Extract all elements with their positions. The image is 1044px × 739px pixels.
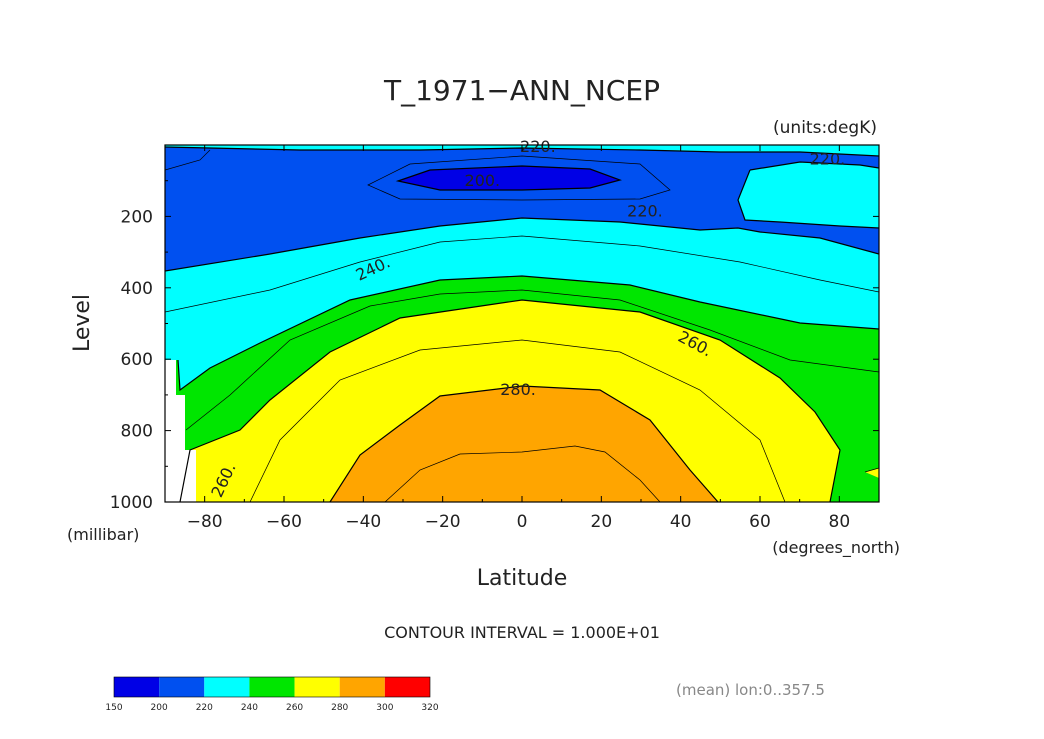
y-tick-label: 1000 [110, 493, 153, 513]
chart-title: T_1971−ANN_NCEP [383, 74, 660, 107]
y-axis-label: Level [70, 294, 95, 352]
colorbar-label: 300 [376, 703, 393, 713]
level-band-fill-210-220 [165, 145, 879, 271]
x-tick-label: 40 [670, 512, 692, 532]
y-tick-label: 600 [121, 350, 153, 370]
colorbar-frame [113, 676, 431, 698]
contour-line-230 [165, 235, 879, 313]
colorbar-label: 320 [421, 703, 438, 713]
contour-line-280 [329, 385, 719, 502]
y-axis: 200 400 600 800 1000 [110, 180, 879, 513]
contour-label: 220. [627, 201, 663, 220]
level-band-fill-upper-cyan [165, 145, 879, 156]
x-tick-label: 80 [829, 512, 851, 532]
x-tick-label: −80 [187, 512, 223, 532]
contour-line-left-edge [165, 149, 211, 171]
x-tick-label: 60 [749, 512, 771, 532]
colorbar-swatch [294, 677, 340, 697]
contour-line-250 [185, 289, 879, 431]
y-tick-label: 800 [121, 422, 153, 442]
contour-label: 220. [810, 150, 846, 169]
colorbar-label: 280 [331, 703, 348, 713]
colorbar-swatch [384, 677, 430, 697]
contour-line-240 [177, 275, 879, 392]
x-tick-label: 0 [517, 512, 528, 532]
x-tick-label: −20 [425, 512, 461, 532]
y-units-label: (millibar) [67, 525, 139, 544]
y-tick-label: 200 [121, 207, 153, 227]
contour-label: 200. [465, 171, 501, 190]
contour-line-270 [249, 339, 786, 502]
contour-label: 280. [500, 380, 536, 399]
contour-interval-label: CONTOUR INTERVAL = 1.000E+01 [384, 623, 660, 642]
level-band-fill-220-240-right [738, 162, 879, 228]
contour-line-220-right [737, 161, 879, 229]
contour-label: 220. [520, 137, 556, 156]
contour-line-220 [165, 146, 879, 157]
colorbar-label: 150 [105, 703, 122, 713]
level-band-fill-right-yellow-sliver [865, 468, 879, 478]
y-tick-label: 400 [121, 279, 153, 299]
contour-line-210 [367, 155, 671, 201]
units-label: (units:degK) [773, 118, 877, 138]
contour-line-200 [395, 165, 622, 191]
contour-line-290 [384, 445, 661, 502]
colorbar-label: 260 [286, 703, 303, 713]
x-units-label: (degrees_north) [772, 538, 900, 558]
level-band-fill-280-290 [330, 386, 718, 502]
contour-line-260 [179, 299, 841, 502]
colorbar-label: 240 [241, 703, 258, 713]
missing-data-region [165, 360, 196, 502]
contour-lines [165, 146, 879, 502]
contour-line-220-lower [165, 217, 879, 272]
colorbar-swatch [159, 677, 205, 697]
x-axis-label: Latitude [477, 566, 568, 591]
x-tick-label: −40 [345, 512, 381, 532]
colorbar-swatch [114, 677, 160, 697]
colorbar-swatch [204, 677, 250, 697]
colorbar: 150 200 220 240 260 280 300 320 [105, 676, 439, 713]
plot-area: 220.200.220.220.240.260.280.260. −80 −60−… [110, 137, 880, 532]
colorbar-label: 200 [151, 703, 168, 713]
colorbar-label: 220 [196, 703, 213, 713]
colorbar-swatch [249, 677, 295, 697]
x-tick-label: −60 [266, 512, 302, 532]
colorbar-swatch [339, 677, 385, 697]
contour-line-right-sliver [864, 467, 879, 473]
level-band-fill-200-210 [398, 166, 620, 190]
footnote: (mean) lon:0..357.5 [676, 681, 825, 699]
x-axis: −80 −60 −40 −20 0 20 40 60 80 [164, 145, 880, 532]
x-tick-label: 20 [591, 512, 613, 532]
